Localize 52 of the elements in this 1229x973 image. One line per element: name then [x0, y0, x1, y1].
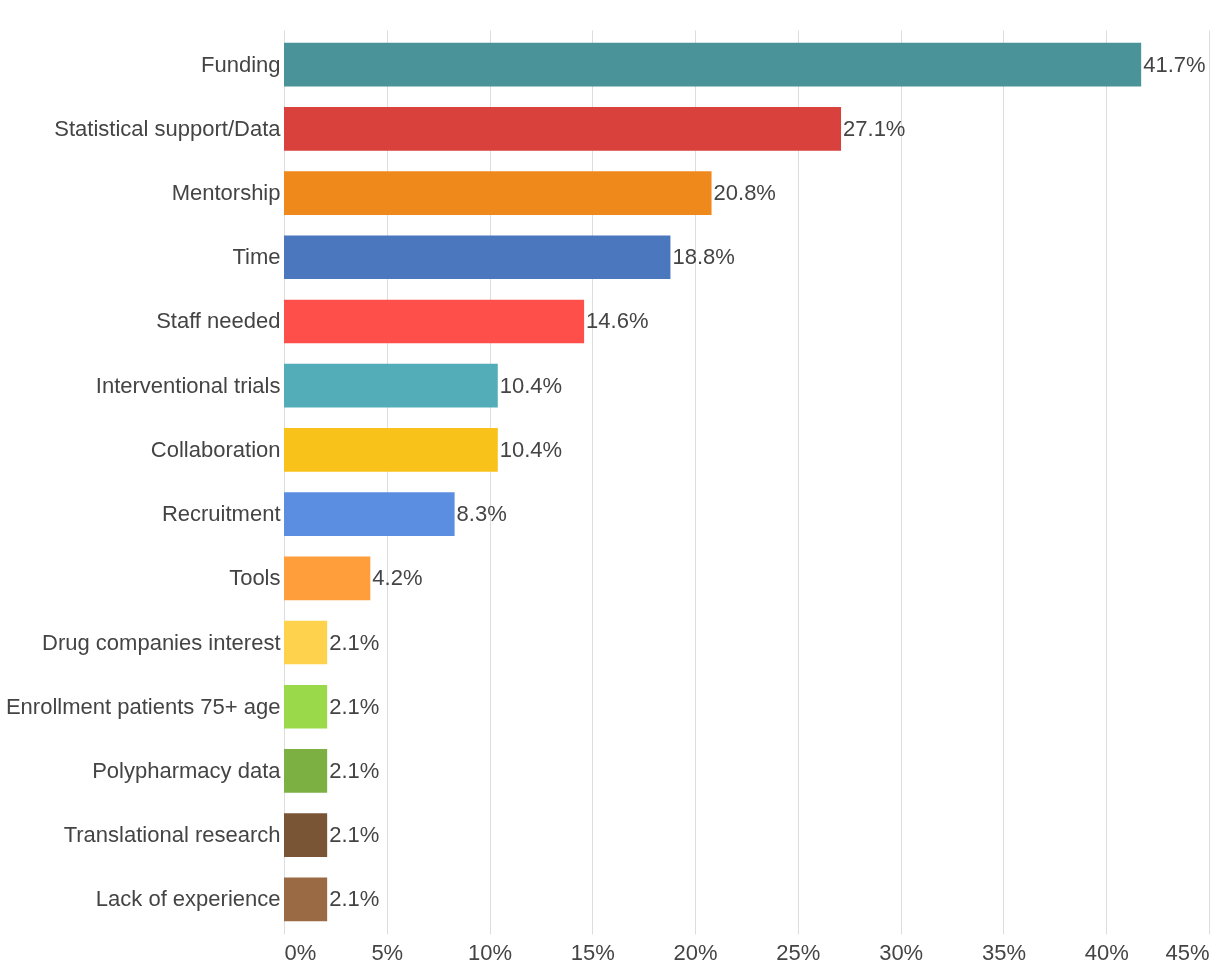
- x-tick-label: 40%: [1084, 939, 1129, 965]
- bar: [284, 299, 585, 344]
- bar: [284, 877, 328, 922]
- x-tick-label: 10%: [468, 939, 513, 965]
- x-tick-label: 35%: [981, 939, 1026, 965]
- x-tick-label: 15%: [570, 939, 615, 965]
- y-tick-label: Tools: [229, 565, 281, 591]
- bar: [284, 107, 842, 151]
- y-tick-label: Drug companies interest: [42, 629, 281, 655]
- bar: [284, 363, 498, 408]
- bar: [284, 813, 328, 857]
- y-tick-label: Recruitment: [161, 501, 281, 527]
- y-tick-label: Polypharmacy data: [92, 757, 282, 783]
- x-tick-label: 30%: [879, 939, 924, 965]
- bar: [284, 684, 328, 729]
- data-label: 20.8%: [713, 180, 776, 206]
- x-tick-label: 20%: [673, 939, 718, 965]
- bar: [284, 428, 498, 472]
- data-label: 4.2%: [372, 565, 423, 591]
- bar: [284, 235, 671, 280]
- x-tick-label: 0%: [284, 939, 317, 965]
- y-tick-label: Time: [232, 244, 281, 270]
- data-label: 2.1%: [329, 886, 380, 912]
- y-tick-label: Statistical support/Data: [54, 115, 282, 141]
- bar: [284, 492, 455, 536]
- data-label: 14.6%: [586, 308, 649, 334]
- y-tick-label: Lack of experience: [95, 886, 281, 912]
- y-tick-label: Interventional trials: [95, 372, 281, 398]
- y-tick-label: Mentorship: [171, 180, 281, 206]
- x-tick-label: 5%: [371, 939, 404, 965]
- y-tick-label: Translational research: [63, 822, 281, 848]
- data-label: 10.4%: [499, 436, 563, 462]
- y-tick-label: Collaboration: [150, 436, 281, 462]
- bar: [284, 620, 328, 665]
- data-label: 2.1%: [329, 693, 380, 719]
- data-label: 27.1%: [843, 115, 906, 141]
- data-label: 8.3%: [456, 501, 507, 527]
- x-tick-label: 25%: [776, 939, 821, 965]
- bar: [284, 556, 371, 601]
- y-tick-label: Funding: [200, 51, 281, 77]
- data-label: 41.7%: [1143, 51, 1206, 77]
- x-tick-label: 45%: [1165, 939, 1210, 965]
- data-label: 2.1%: [329, 822, 380, 848]
- bar: [284, 42, 1142, 87]
- y-tick-label: Staff needed: [156, 308, 281, 334]
- bar: [284, 749, 328, 793]
- data-label: 2.1%: [329, 757, 380, 783]
- bar: [284, 171, 712, 215]
- data-label: 10.4%: [499, 372, 563, 398]
- data-label: 18.8%: [672, 244, 735, 270]
- y-tick-label: Enrollment patients 75+ age: [5, 693, 281, 719]
- data-label: 2.1%: [329, 629, 380, 655]
